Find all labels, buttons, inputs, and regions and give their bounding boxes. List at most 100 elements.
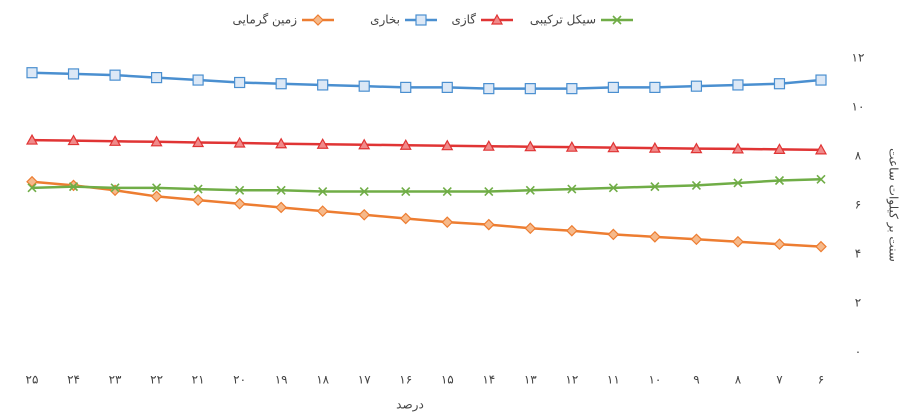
data-point (482, 139, 495, 151)
y-tick-label: ۴ (855, 247, 861, 261)
x-tick-label: ۱۰ (648, 373, 661, 387)
data-point (815, 240, 827, 253)
data-point (732, 79, 744, 91)
series-line (31, 138, 822, 152)
legend-label: گازی (451, 13, 476, 28)
x-tick-label: ۱۴ (482, 373, 495, 387)
data-point (276, 185, 286, 195)
data-point (358, 208, 371, 221)
data-point (691, 180, 701, 190)
data-point (732, 235, 744, 248)
data-point (565, 224, 578, 237)
x-tick-label: ۱۸ (316, 373, 329, 387)
data-point (814, 143, 828, 155)
data-point (566, 83, 578, 95)
data-point (524, 222, 537, 235)
data-point (152, 183, 162, 193)
data-point (524, 140, 537, 152)
y-tick-label: ۱۰ (852, 100, 865, 114)
data-point (235, 185, 245, 195)
data-point (482, 218, 495, 231)
data-point (67, 134, 80, 146)
data-point (607, 141, 620, 153)
legend-marker (415, 14, 427, 26)
data-point (607, 228, 620, 241)
data-point (193, 184, 203, 194)
data-point (773, 78, 786, 90)
x-tick-label: ۱۲ (565, 373, 578, 387)
data-point (525, 185, 535, 195)
data-point (649, 231, 661, 243)
data-point (110, 183, 120, 193)
data-point (441, 139, 454, 151)
data-point (233, 136, 246, 148)
data-point (26, 67, 38, 79)
data-point (150, 190, 163, 203)
data-point (275, 78, 287, 90)
data-point (358, 80, 370, 92)
data-point (524, 83, 536, 95)
data-point (483, 83, 495, 95)
data-point (317, 79, 329, 91)
data-point (816, 174, 826, 184)
data-point (150, 135, 163, 147)
data-point (316, 138, 329, 149)
x-tick-label: ۲۲ (150, 373, 163, 387)
data-point (650, 182, 660, 192)
data-point (233, 197, 246, 210)
data-point (484, 186, 494, 197)
x-tick-label: ۹ (693, 373, 699, 387)
data-point (690, 233, 703, 246)
x-tick-label: ۲۵ (26, 373, 39, 387)
data-point (192, 136, 205, 148)
data-point (731, 142, 744, 154)
data-point (608, 183, 618, 193)
x-tick-label: ۱۷ (358, 373, 371, 387)
data-point (68, 182, 79, 192)
data-point (690, 80, 703, 92)
x-tick-label: ۲۱ (192, 373, 205, 387)
x-tick-label: ۷ (776, 373, 783, 387)
x-tick-label: ۲۰ (233, 373, 246, 387)
x-tick-label: ۸ (735, 373, 742, 387)
x-tick-label: ۱۶ (399, 373, 412, 387)
data-point (607, 81, 619, 94)
data-point (649, 81, 661, 94)
data-point (773, 238, 786, 251)
y-axis-title: سنت بر کیلوات ساعت (886, 148, 901, 262)
data-point (648, 141, 661, 153)
data-point (275, 137, 288, 149)
data-point (690, 142, 703, 154)
series-line (31, 178, 822, 193)
data-point (27, 183, 37, 193)
data-point (399, 138, 412, 150)
y-tick-label: ۲ (855, 296, 861, 310)
data-point (109, 135, 122, 146)
x-tick-label: ۶ (818, 373, 824, 387)
data-point (400, 81, 412, 94)
x-axis-title: درصد (396, 398, 424, 413)
data-point (399, 212, 412, 225)
legend-marker (612, 15, 622, 25)
data-point (150, 71, 163, 84)
x-tick-label: ۲۳ (109, 373, 122, 387)
data-point (25, 133, 39, 145)
data-point (567, 184, 577, 194)
y-tick-label: ۱۲ (852, 51, 865, 65)
data-point (441, 216, 454, 228)
data-point (109, 69, 121, 81)
y-tick-label: ۰ (855, 345, 861, 359)
legend-marker (312, 14, 324, 26)
data-point (67, 68, 80, 80)
data-point (565, 140, 578, 152)
legend-label: سیکل ترکیبی (530, 13, 596, 28)
data-point (316, 205, 329, 217)
data-point (358, 138, 371, 150)
x-tick-label: ۱۹ (275, 373, 288, 387)
x-tick-label: ۱۵ (441, 373, 454, 387)
legend-label: زمین گرمایی (232, 13, 297, 28)
x-tick-label: ۱۱ (607, 373, 620, 387)
data-point (275, 201, 288, 214)
data-point (774, 175, 785, 186)
